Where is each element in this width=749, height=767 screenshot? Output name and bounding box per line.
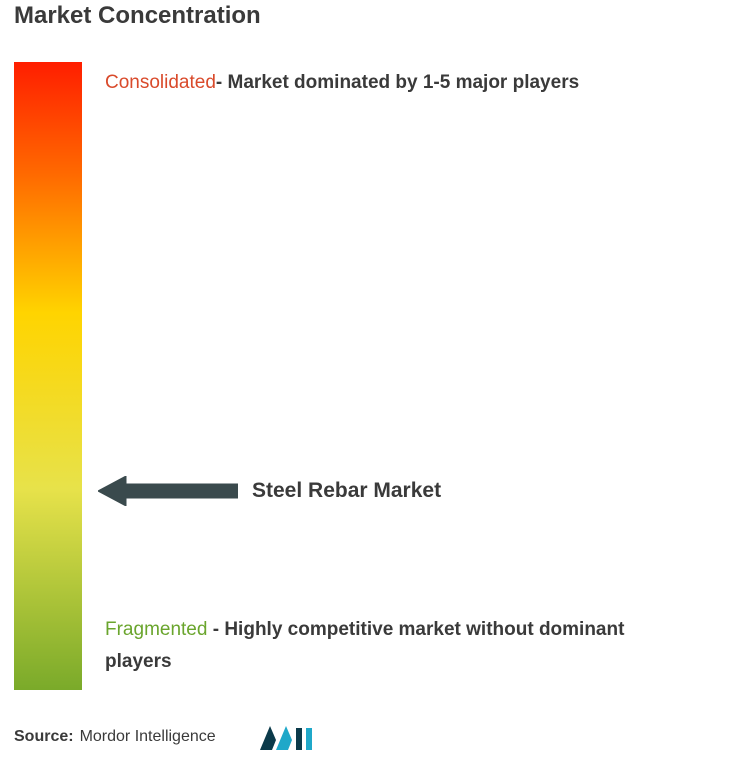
consolidated-description: - Market dominated by 1-5 major players: [216, 72, 579, 93]
fragmented-label-line: Fragmented - Highly competitive market w…: [105, 614, 665, 679]
arrow-left-icon: [98, 476, 238, 506]
concentration-scale-bar: [14, 62, 82, 690]
marker-label: Steel Rebar Market: [252, 479, 441, 503]
fragmented-key: Fragmented: [105, 619, 207, 640]
source-attribution: Source: Mordor Intelligence: [14, 722, 314, 752]
consolidated-key: Consolidated: [105, 72, 216, 93]
mordor-logo-icon: [258, 722, 314, 752]
source-key-label: Source:: [14, 728, 74, 746]
market-concentration-figure: Market Concentration Consolidated- Marke…: [0, 0, 749, 767]
source-value: Mordor Intelligence: [80, 728, 216, 746]
consolidated-label-line: Consolidated- Market dominated by 1-5 ma…: [105, 70, 579, 97]
figure-title: Market Concentration: [14, 2, 261, 30]
market-position-marker: Steel Rebar Market: [98, 476, 441, 506]
